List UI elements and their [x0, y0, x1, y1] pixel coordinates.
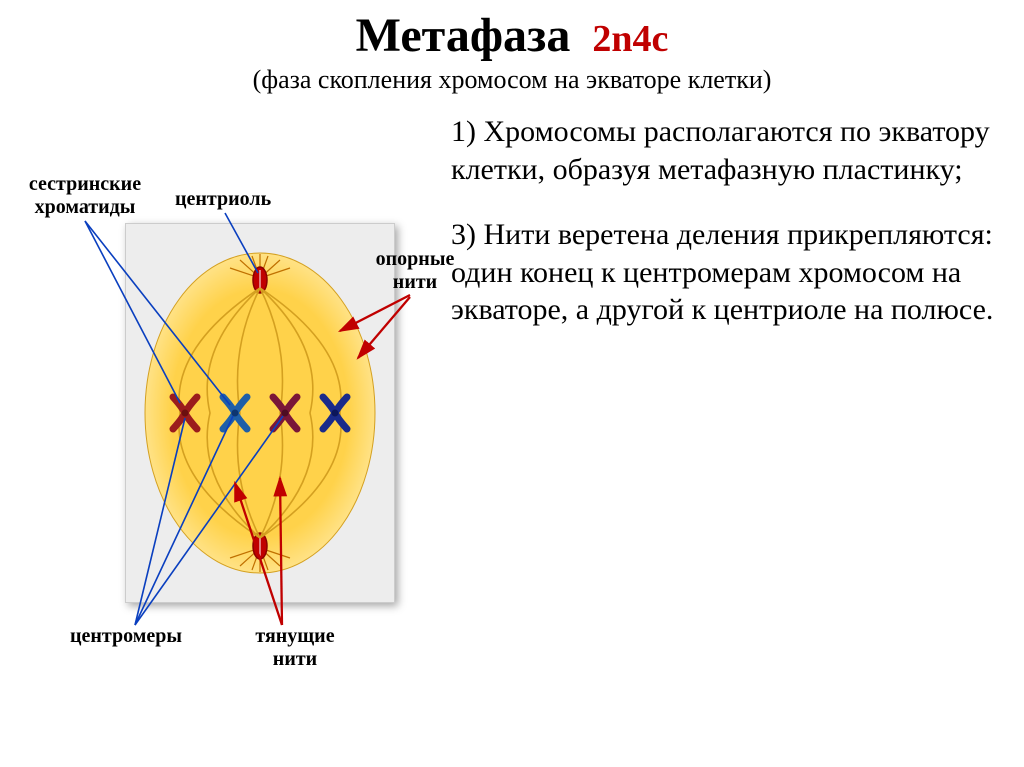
paragraph-1: 1) Хромосомы располагаются по экватору к… [451, 113, 1004, 188]
label-centriole: центриоль [175, 188, 271, 211]
diagram-area: сестринскиехроматиды центриоль опорныени… [20, 113, 445, 673]
label-support-fibers: опорныенити [370, 248, 460, 294]
paragraph-2: 3) Нити веретена деления прикрепляются: … [451, 216, 1004, 329]
page-title: Метафаза [356, 9, 571, 62]
subtitle: (фаза скопления хромосом на экваторе кле… [0, 65, 1024, 95]
label-centromeres: центромеры [70, 625, 182, 648]
title-formula: 2n4c [592, 18, 668, 60]
cell-diagram [140, 248, 380, 578]
label-sister-chromatids: сестринскиехроматиды [20, 173, 150, 219]
text-column: 1) Хромосомы располагаются по экватору к… [445, 113, 1004, 673]
label-pulling-fibers: тянущиенити [245, 625, 345, 671]
